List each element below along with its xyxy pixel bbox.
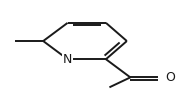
Text: N: N (63, 53, 72, 66)
Text: O: O (165, 71, 175, 84)
